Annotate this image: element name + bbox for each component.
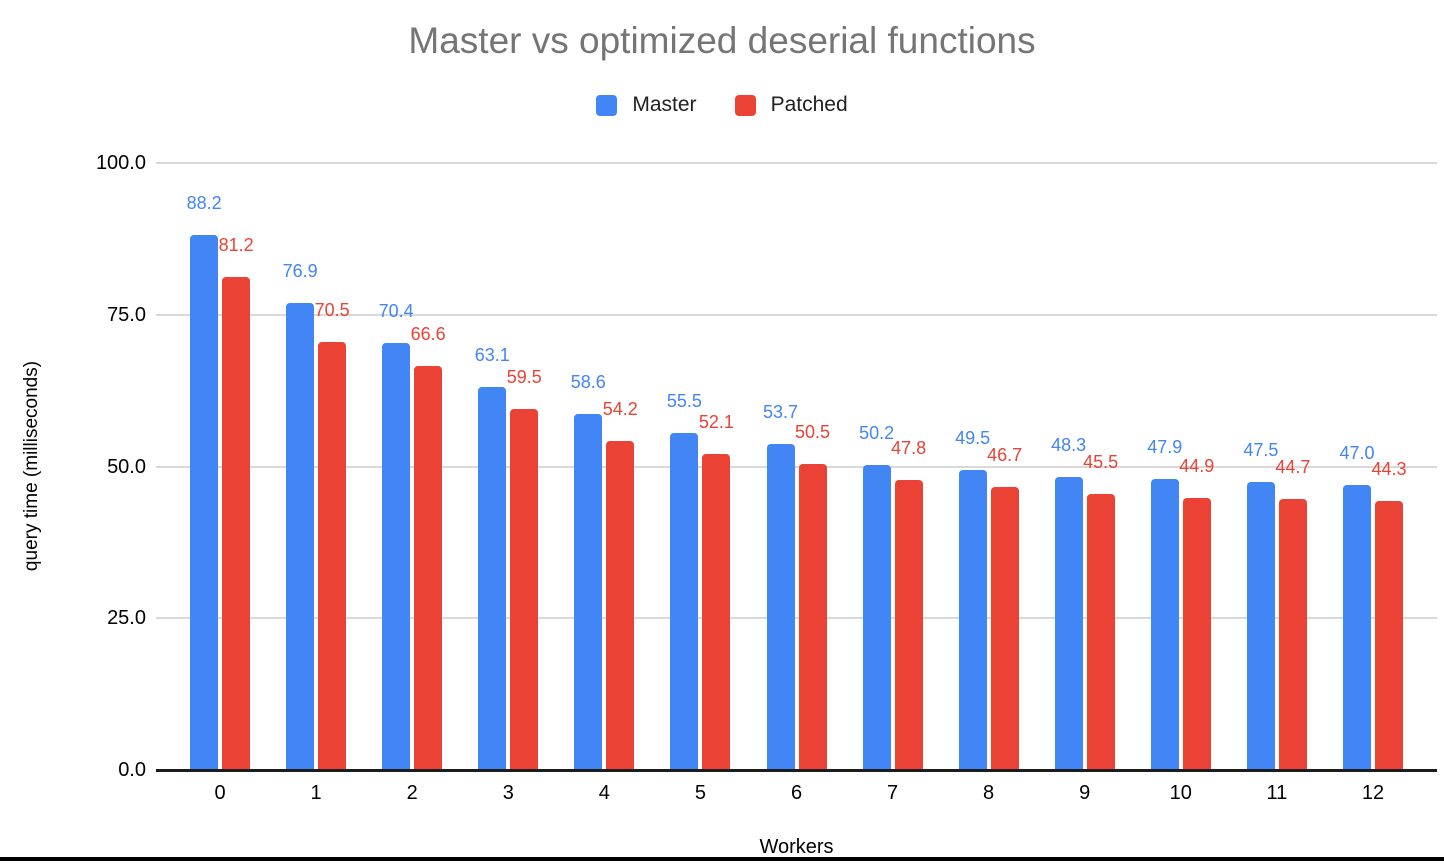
bar-value-label-master-4: 58.6 xyxy=(570,372,606,393)
y-tick-label: 25.0 xyxy=(107,607,146,630)
bar-patched-5[interactable] xyxy=(702,453,731,770)
y-tick-label: 100.0 xyxy=(95,152,146,174)
bar-value-label-master-6: 53.7 xyxy=(762,402,799,422)
bar-patched-7[interactable] xyxy=(894,479,923,770)
bar-value-label-master-3: 63.1 xyxy=(474,345,510,365)
patched-legend-swatch-icon xyxy=(734,94,756,116)
bar-value-label-patched-5: 52.1 xyxy=(698,411,734,432)
bar-master-11[interactable] xyxy=(1246,481,1275,770)
gridline xyxy=(156,313,1437,316)
bar-patched-8[interactable] xyxy=(990,486,1019,770)
bar-value-label-patched-3: 59.5 xyxy=(506,366,542,387)
legend-item-patched[interactable]: Patched xyxy=(734,93,848,117)
bar-value-label-patched-8: 46.7 xyxy=(987,444,1023,465)
x-tick-label: 9 xyxy=(1079,782,1091,804)
bar-value-label-patched-9: 45.5 xyxy=(1083,451,1119,472)
legend-label-master: Master xyxy=(632,93,697,116)
window-bottom-border xyxy=(0,857,1444,861)
bar-master-10[interactable] xyxy=(1150,479,1179,770)
bar-value-label-patched-7: 47.8 xyxy=(891,437,927,458)
bar-patched-12[interactable] xyxy=(1375,501,1403,770)
bar-value-label-master-9: 48.3 xyxy=(1051,434,1087,455)
x-tick-label: 4 xyxy=(598,782,610,804)
bar-master-1[interactable] xyxy=(286,303,315,770)
legend: Master Patched xyxy=(0,93,1444,117)
bar-master-12[interactable] xyxy=(1343,484,1371,770)
bar-value-label-patched-1: 70.5 xyxy=(314,300,350,321)
master-legend-swatch-icon xyxy=(596,94,618,116)
legend-label-patched: Patched xyxy=(770,93,848,116)
bar-value-label-patched-12: 44.3 xyxy=(1371,459,1407,480)
y-tick-label: 0.0 xyxy=(118,759,146,781)
bar-master-0[interactable] xyxy=(190,234,219,770)
x-tick-label: 8 xyxy=(983,782,995,804)
bar-patched-1[interactable] xyxy=(318,342,347,770)
y-tick-label: 50.0 xyxy=(107,455,146,478)
bar-patched-11[interactable] xyxy=(1278,498,1307,770)
x-tick-label: 0 xyxy=(214,782,226,804)
bar-value-label-master-11: 47.5 xyxy=(1243,439,1279,460)
bar-value-label-patched-4: 54.2 xyxy=(602,399,638,419)
bar-master-9[interactable] xyxy=(1054,476,1083,770)
x-tick-label: 12 xyxy=(1361,782,1385,804)
x-axis-baseline xyxy=(156,768,1437,772)
bar-value-label-patched-11: 44.7 xyxy=(1275,456,1311,477)
x-tick-label: 3 xyxy=(502,782,514,804)
legend-item-master[interactable]: Master xyxy=(596,93,697,117)
bar-value-label-master-7: 50.2 xyxy=(859,423,895,444)
gridline xyxy=(156,617,1437,620)
bar-patched-10[interactable] xyxy=(1182,497,1211,770)
x-tick-label: 2 xyxy=(406,782,418,804)
bar-master-5[interactable] xyxy=(670,433,699,770)
x-tick-label: 10 xyxy=(1169,782,1192,804)
gridline xyxy=(156,465,1437,468)
bar-master-8[interactable] xyxy=(958,469,987,770)
bar-value-label-patched-6: 50.5 xyxy=(794,421,831,442)
bar-value-label-master-8: 49.5 xyxy=(955,427,991,448)
bar-master-4[interactable] xyxy=(574,414,603,770)
bar-patched-0[interactable] xyxy=(222,277,251,770)
bar-patched-4[interactable] xyxy=(606,441,635,770)
bar-master-3[interactable] xyxy=(478,387,507,770)
bar-value-label-patched-0: 81.2 xyxy=(218,235,254,256)
bar-master-6[interactable] xyxy=(766,444,795,770)
bar-value-label-patched-10: 44.9 xyxy=(1179,455,1215,476)
bar-value-label-master-1: 76.9 xyxy=(282,261,318,282)
x-tick-label: 6 xyxy=(790,782,803,804)
x-axis-title: Workers xyxy=(759,836,834,858)
x-tick-label: 11 xyxy=(1266,782,1288,804)
x-tick-label: 5 xyxy=(694,782,706,804)
bar-patched-9[interactable] xyxy=(1086,493,1115,770)
bar-value-label-master-12: 47.0 xyxy=(1339,442,1375,463)
bar-value-label-master-5: 55.5 xyxy=(666,391,702,412)
bar-value-label-master-0: 88.2 xyxy=(186,192,222,213)
bar-patched-6[interactable] xyxy=(798,463,827,770)
bar-master-2[interactable] xyxy=(382,342,411,770)
x-tick-label: 7 xyxy=(887,782,899,804)
bar-master-7[interactable] xyxy=(862,465,891,770)
y-tick-label: 75.0 xyxy=(107,303,146,326)
x-tick-label: 1 xyxy=(310,782,322,804)
bar-patched-2[interactable] xyxy=(414,365,443,770)
bar-patched-3[interactable] xyxy=(510,408,539,770)
gridline xyxy=(156,162,1437,164)
bar-value-label-patched-2: 66.6 xyxy=(410,323,446,344)
bar-value-label-master-10: 47.9 xyxy=(1147,437,1183,458)
bar-value-label-master-2: 70.4 xyxy=(378,300,414,321)
chart-title: Master vs optimized deserial functions xyxy=(408,20,1036,61)
